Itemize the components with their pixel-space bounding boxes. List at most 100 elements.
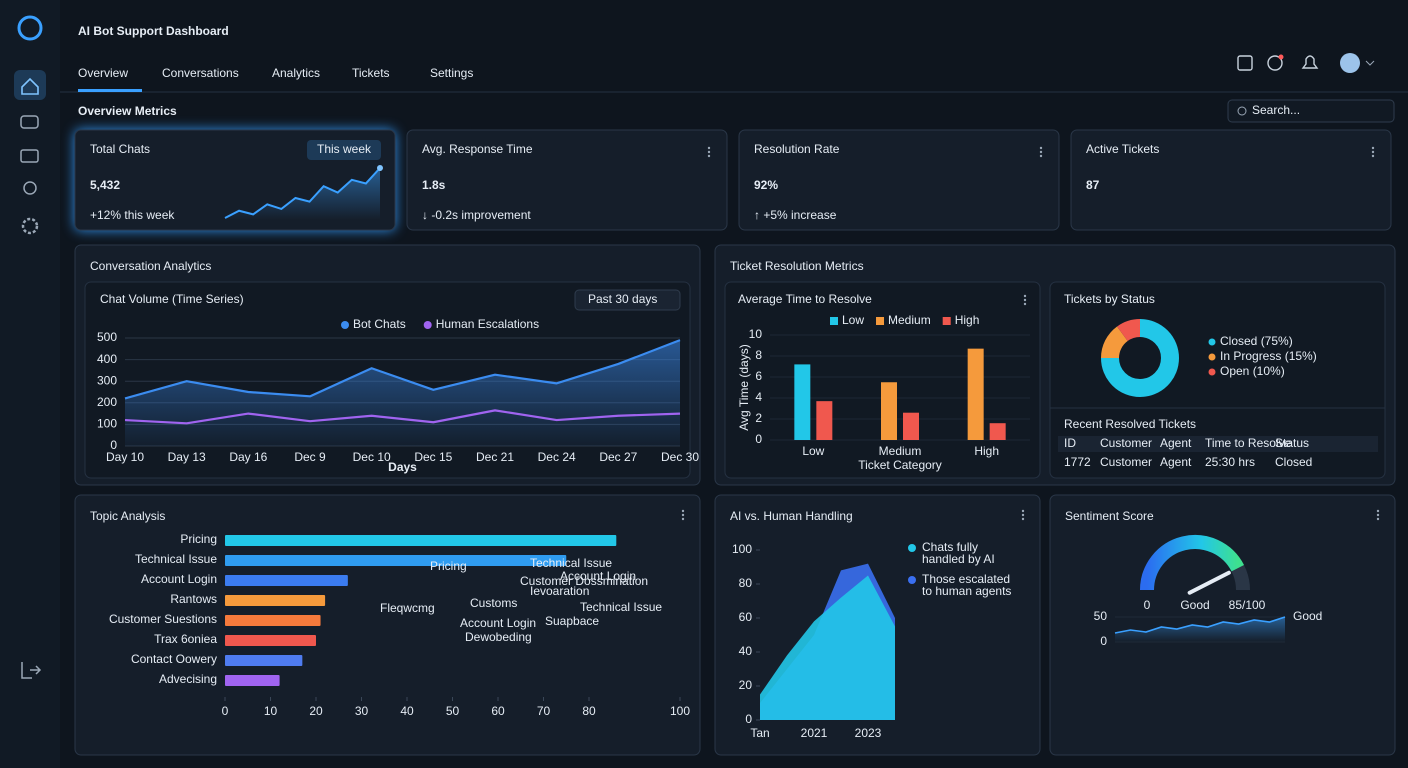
y-tick-label: 100	[732, 542, 752, 556]
word-cloud-term: Technical Issue	[580, 600, 662, 614]
menu-dot[interactable]	[1371, 150, 1375, 154]
menu-dot[interactable]	[1039, 154, 1043, 158]
x-tick-label: Dec 9	[294, 450, 326, 464]
nav-tab[interactable]: Tickets	[352, 66, 390, 80]
menu-dot[interactable]	[1021, 517, 1025, 521]
panel	[406, 129, 728, 231]
bell-icon[interactable]	[1301, 55, 1319, 69]
y-tick-label: 200	[97, 395, 117, 409]
nav-tab[interactable]: Conversations	[162, 66, 239, 80]
menu-dot[interactable]	[1371, 146, 1375, 150]
y-tick-label: 10	[749, 327, 763, 341]
bar	[989, 423, 1006, 440]
search-box[interactable]	[1227, 99, 1395, 123]
x-tick-label: 70	[537, 704, 551, 718]
chart-title: Tickets by Status	[1064, 292, 1155, 306]
bar	[225, 555, 567, 566]
menu-dot[interactable]	[1021, 509, 1025, 513]
panel-title: Ticket Resolution Metrics	[730, 259, 864, 273]
nav-settings[interactable]	[21, 217, 39, 235]
y-tick-label: Pricing	[180, 532, 217, 546]
menu-dot[interactable]	[681, 517, 685, 521]
y-tick-label: Account Login	[141, 572, 217, 586]
legend-swatch	[1208, 353, 1216, 361]
menu-dot[interactable]	[1023, 298, 1027, 302]
nav-tab[interactable]: Settings	[430, 66, 473, 80]
y-tick-label: 80	[739, 576, 753, 590]
nav-logout[interactable]	[21, 662, 42, 679]
x-tick-label: Dec 24	[538, 450, 576, 464]
menu-dot[interactable]	[707, 146, 711, 150]
y-tick-label: 0	[755, 432, 762, 446]
x-tick-label: 30	[355, 704, 369, 718]
word-cloud-term: Account Login	[460, 616, 536, 630]
menu-dot[interactable]	[1376, 509, 1380, 513]
nav-chats[interactable]	[20, 115, 39, 129]
table-cell: Customer	[1100, 455, 1152, 469]
x-tick-label: 2021	[801, 726, 828, 740]
nav-messages[interactable]	[20, 149, 39, 163]
table-header-cell: Agent	[1160, 436, 1192, 450]
nav-users[interactable]	[23, 181, 37, 195]
kpi-badge	[307, 140, 381, 160]
nav-tab[interactable]: Overview	[78, 66, 128, 80]
table-header-cell: Customer	[1100, 436, 1152, 450]
nav-home[interactable]	[14, 70, 46, 100]
donut-segment	[1101, 326, 1129, 359]
table-header-cell: Status	[1275, 436, 1309, 450]
avatar-caret[interactable]	[1365, 60, 1375, 66]
trend-label: Good	[1293, 609, 1322, 623]
x-tick-label: Dec 30	[661, 450, 699, 464]
x-tick-label: 80	[582, 704, 596, 718]
panel-title: Sentiment Score	[1065, 509, 1154, 523]
table-cell: Agent	[1160, 455, 1192, 469]
kpi-title: Resolution Rate	[754, 142, 840, 156]
kpi-change: ↓ -0.2s improvement	[422, 208, 531, 222]
menu-dot[interactable]	[1023, 302, 1027, 306]
menu-dot[interactable]	[1023, 294, 1027, 298]
menu-dot[interactable]	[1039, 150, 1043, 154]
word-cloud-term: Ievoaration	[530, 584, 589, 598]
x-tick-label: 50	[446, 704, 460, 718]
legend-swatch	[423, 321, 432, 329]
y-tick-label: 500	[97, 330, 117, 344]
help-badge	[1278, 54, 1284, 60]
range-dropdown[interactable]	[574, 289, 681, 311]
legend-swatch	[942, 317, 951, 325]
y-tick-label: 8	[755, 348, 762, 362]
bar	[225, 655, 303, 666]
menu-dot[interactable]	[1021, 513, 1025, 517]
menu-dot[interactable]	[1376, 517, 1380, 521]
sidebar	[0, 0, 60, 768]
x-tick-label: High	[974, 444, 999, 458]
bar	[794, 364, 811, 440]
menu-dot[interactable]	[1376, 513, 1380, 517]
y-tick-label: 4	[755, 390, 762, 404]
table-header-cell: ID	[1064, 436, 1076, 450]
menu-dot[interactable]	[1371, 154, 1375, 158]
panel-title: AI vs. Human Handling	[730, 509, 853, 523]
apps-icon[interactable]	[1237, 55, 1253, 71]
logo	[17, 15, 43, 41]
nav-tab[interactable]: Analytics	[272, 66, 320, 80]
avatar[interactable]	[1340, 53, 1360, 73]
menu-dot[interactable]	[707, 154, 711, 158]
legend-label: Low	[842, 313, 864, 327]
word-cloud-term: Customer Dossmination	[520, 574, 648, 588]
kpi-title: Total Chats	[90, 142, 150, 156]
help-icon[interactable]	[1267, 55, 1283, 71]
chart-title: Chat Volume (Time Series)	[100, 292, 244, 306]
table-cell: 1772	[1064, 455, 1091, 469]
x-tick-label: Dec 15	[414, 450, 452, 464]
x-tick-label: 40	[400, 704, 414, 718]
menu-dot[interactable]	[681, 513, 685, 517]
legend-swatch	[341, 321, 349, 329]
kpi-badge-text: This week	[317, 142, 372, 156]
menu-dot[interactable]	[1039, 146, 1043, 150]
x-tick-label: Day 16	[229, 450, 267, 464]
area	[760, 575, 895, 720]
legend-label: In Progress (15%)	[1220, 349, 1317, 363]
menu-dot[interactable]	[707, 150, 711, 154]
menu-dot[interactable]	[681, 509, 685, 513]
legend-label: Human Escalations	[436, 317, 539, 331]
